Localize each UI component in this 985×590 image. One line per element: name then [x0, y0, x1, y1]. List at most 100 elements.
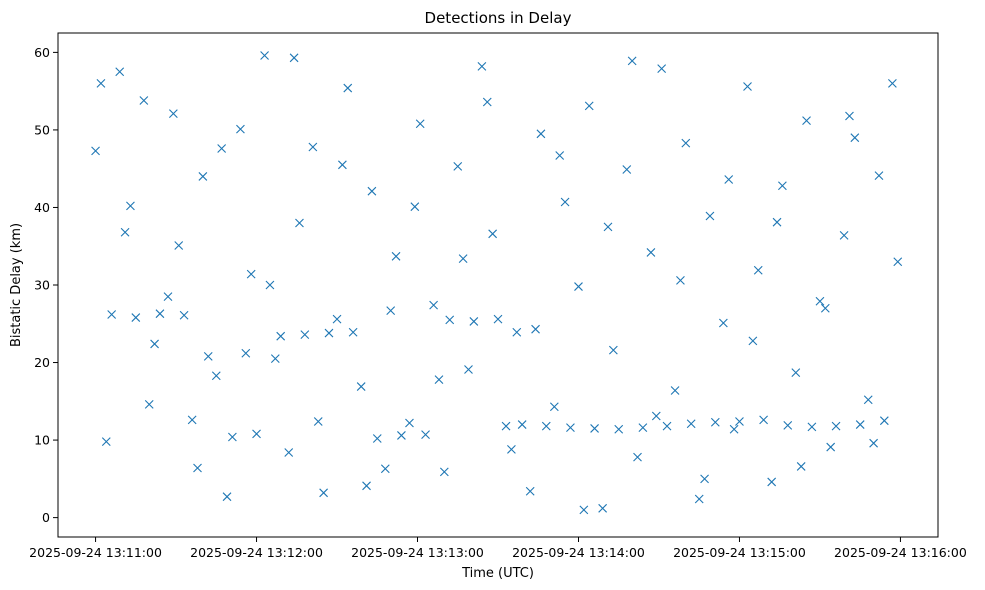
data-points	[91, 51, 903, 515]
data-point	[367, 186, 377, 196]
y-tick-label: 60	[34, 45, 50, 60]
data-point	[96, 79, 106, 88]
x-axis-label: Time (UTC)	[461, 566, 534, 581]
data-point	[289, 53, 299, 63]
data-point	[783, 420, 793, 430]
data-point	[574, 282, 583, 291]
data-point	[488, 229, 498, 239]
data-point	[778, 181, 787, 191]
data-point	[869, 438, 878, 448]
data-point	[338, 160, 347, 170]
x-tick-label: 2025-09-24 13:12:00	[190, 545, 323, 560]
data-point	[203, 351, 213, 361]
data-point	[252, 429, 261, 439]
data-point	[614, 424, 624, 434]
y-tick-label: 0	[42, 510, 50, 525]
data-point	[295, 218, 304, 228]
data-point	[753, 265, 763, 275]
y-tick-label: 40	[34, 200, 50, 215]
data-point	[608, 345, 618, 355]
data-point	[525, 486, 535, 496]
data-point	[845, 111, 854, 121]
data-point	[429, 300, 438, 310]
data-point	[187, 415, 197, 425]
data-point	[115, 67, 125, 77]
y-tick-label: 50	[34, 122, 50, 137]
data-point	[531, 324, 540, 334]
data-point	[735, 417, 744, 426]
data-point	[356, 382, 366, 391]
data-point	[179, 310, 189, 320]
data-point	[598, 503, 608, 513]
data-point	[222, 492, 232, 502]
data-point	[541, 421, 551, 431]
data-point	[397, 431, 406, 440]
data-point	[163, 292, 173, 302]
data-point	[101, 437, 111, 447]
data-point	[482, 97, 492, 107]
plot-frame	[57, 32, 939, 538]
data-point	[126, 201, 135, 211]
data-point	[627, 56, 637, 66]
data-point	[772, 217, 782, 227]
data-point	[807, 422, 817, 432]
data-point	[107, 310, 117, 319]
data-point	[410, 202, 420, 212]
data-point	[670, 386, 680, 395]
data-point	[348, 327, 358, 337]
data-point	[622, 165, 632, 174]
data-point	[517, 420, 527, 429]
data-point	[362, 481, 371, 491]
data-point	[477, 61, 487, 71]
x-tick-label: 2025-09-24 13:11:00	[29, 545, 162, 560]
x-axis: 2025-09-24 13:11:00 2025-09-24 13:12:00 20…	[29, 537, 967, 560]
data-point	[743, 82, 752, 91]
data-point	[391, 251, 401, 261]
data-point	[879, 416, 889, 426]
data-point	[168, 109, 178, 119]
data-point	[343, 83, 353, 93]
data-point	[633, 452, 642, 462]
data-point	[405, 418, 414, 428]
data-point	[228, 432, 237, 442]
data-point	[759, 415, 768, 425]
data-point	[150, 339, 159, 349]
data-point	[372, 434, 382, 443]
data-point	[319, 488, 328, 498]
data-point	[131, 313, 141, 322]
data-point	[681, 138, 691, 148]
y-axis-label: Bistatic Delay (km)	[9, 223, 24, 347]
data-point	[493, 314, 503, 324]
data-point	[662, 421, 672, 431]
data-point	[676, 275, 685, 285]
data-point	[174, 241, 184, 250]
data-point	[276, 331, 286, 341]
data-point	[724, 175, 734, 184]
data-point	[831, 421, 841, 431]
data-point	[839, 230, 849, 240]
data-point	[198, 172, 208, 181]
data-point	[284, 448, 294, 457]
data-point	[270, 354, 280, 364]
data-point	[555, 151, 565, 160]
data-point	[507, 444, 516, 454]
data-point	[694, 494, 704, 504]
data-point	[453, 161, 463, 171]
data-point	[560, 197, 570, 207]
data-point	[415, 119, 425, 129]
data-point	[767, 477, 777, 487]
data-point	[265, 280, 275, 290]
data-point	[863, 395, 873, 405]
data-point	[874, 171, 884, 181]
data-point	[893, 257, 903, 267]
data-point	[313, 417, 323, 426]
data-point	[464, 365, 473, 374]
y-tick-label: 10	[34, 433, 50, 448]
data-point	[748, 336, 758, 346]
data-point	[439, 467, 449, 477]
data-point	[445, 315, 455, 325]
data-point	[603, 222, 613, 232]
data-point	[308, 142, 318, 152]
data-point	[536, 129, 546, 139]
